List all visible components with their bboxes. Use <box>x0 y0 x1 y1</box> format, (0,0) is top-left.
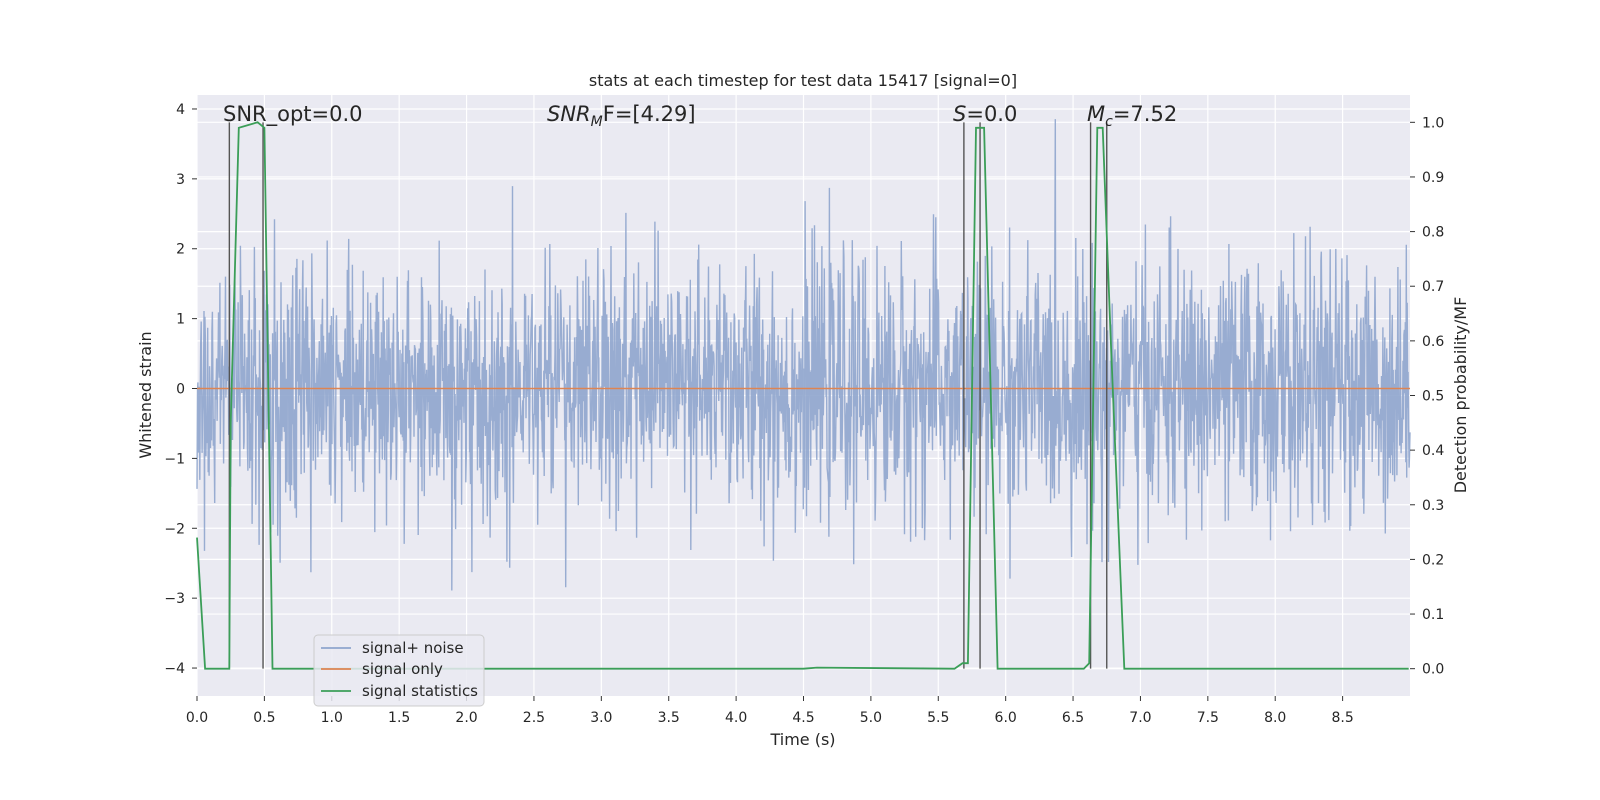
y-right-tick-label: 0.9 <box>1422 170 1444 186</box>
y-right-tick-label: 0.8 <box>1422 225 1444 241</box>
y-right-axis-label: Detection probability/MF <box>1451 297 1470 494</box>
annotation-snr-mf: SNRMF=[4.29] <box>547 102 696 130</box>
signal-noise-series <box>196 119 1411 591</box>
y-tick-label: −2 <box>164 521 185 537</box>
signal-noise-line <box>196 119 1411 591</box>
legend-label-noise: signal+ noise <box>362 639 464 657</box>
legend-label-stats: signal statistics <box>362 682 478 700</box>
y-tick-label: −4 <box>164 661 185 677</box>
x-tick-label: 2.5 <box>523 710 545 726</box>
legend-box <box>313 634 485 707</box>
annotation-snr-opt: SNR_opt=0.0 <box>223 102 363 127</box>
x-tick-label: 7.0 <box>1129 710 1151 726</box>
y-tick-label: −1 <box>164 451 185 467</box>
x-tick-label: 8.0 <box>1264 710 1286 726</box>
x-tick-label: 1.0 <box>321 710 343 726</box>
y-right-tick-label: 1.0 <box>1422 115 1444 131</box>
x-tick-label: 1.5 <box>388 710 410 726</box>
y-right-tick-label: 0.2 <box>1422 552 1444 568</box>
legend: signal+ noise signal only signal statist… <box>313 634 485 707</box>
y-right-tick-label: 0.7 <box>1422 279 1444 295</box>
y-right-tick-label: 0.3 <box>1422 498 1444 514</box>
x-tick-label: 6.5 <box>1062 710 1084 726</box>
x-tick-label: 3.0 <box>590 710 612 726</box>
y-tick-label: 1 <box>176 312 185 328</box>
annotation-snr-mf-sub: M <box>591 114 603 130</box>
x-tick-label: 0.5 <box>253 710 275 726</box>
y-right-tick-labels: 1.0 0.9 0.8 0.7 0.6 0.5 0.4 0.3 0.2 0.1 0.0 <box>1410 115 1444 678</box>
annotation-s-rest: =0.0 <box>966 102 1017 126</box>
y-right-tick-label: 0.1 <box>1422 607 1444 623</box>
annotation-s-base: S <box>953 102 966 126</box>
x-tick-labels: 0.0 0.5 1.0 1.5 2.0 2.5 3.0 3.5 4.0 4.5 5.0 5.5 6.0 6… <box>186 696 1354 726</box>
y-right-tick-label: 0.4 <box>1422 443 1444 459</box>
x-tick-label: 3.5 <box>658 710 680 726</box>
y-tick-label: 4 <box>176 102 185 118</box>
chart-title: stats at each timestep for test data 154… <box>589 71 1017 90</box>
y-right-tick-label: 0.6 <box>1422 334 1444 350</box>
y-right-tick-label: 0.0 <box>1422 662 1444 678</box>
annotation-mc-sub: c <box>1105 114 1113 130</box>
y-right-tick-label: 0.5 <box>1422 389 1444 405</box>
x-tick-label: 8.5 <box>1331 710 1353 726</box>
signal-statistics-line <box>196 121 1409 670</box>
x-tick-label: 4.0 <box>725 710 747 726</box>
x-tick-label: 7.5 <box>1197 710 1219 726</box>
x-tick-label: 2.0 <box>455 710 477 726</box>
x-tick-label: 6.0 <box>995 710 1017 726</box>
annotation-s-stat: S=0.0 <box>953 102 1017 126</box>
y-tick-label: 3 <box>176 172 185 188</box>
annotation-mc: Mc=7.52 <box>1087 102 1177 130</box>
annotation-snr-mf-rest: F=[4.29] <box>603 102 696 126</box>
y-tick-label: −3 <box>164 591 185 607</box>
x-tick-label: 5.5 <box>927 710 949 726</box>
legend-label-signal: signal only <box>362 660 443 678</box>
x-tick-label: 5.0 <box>860 710 882 726</box>
y-tick-label: 0 <box>176 382 185 398</box>
annotation-snr-mf-base: SNR <box>547 102 591 126</box>
annotation-mc-rest: =7.52 <box>1113 102 1177 126</box>
y-axis-label: Whitened strain <box>136 331 155 458</box>
x-axis-label: Time (s) <box>769 730 835 749</box>
y-tick-labels: 4 3 2 1 0 −1 −2 −3 −4 <box>164 102 197 677</box>
y-tick-label: 2 <box>176 242 185 258</box>
annotation-mc-base: M <box>1087 102 1105 126</box>
x-tick-label: 0.0 <box>186 710 208 726</box>
x-tick-label: 4.5 <box>792 710 814 726</box>
